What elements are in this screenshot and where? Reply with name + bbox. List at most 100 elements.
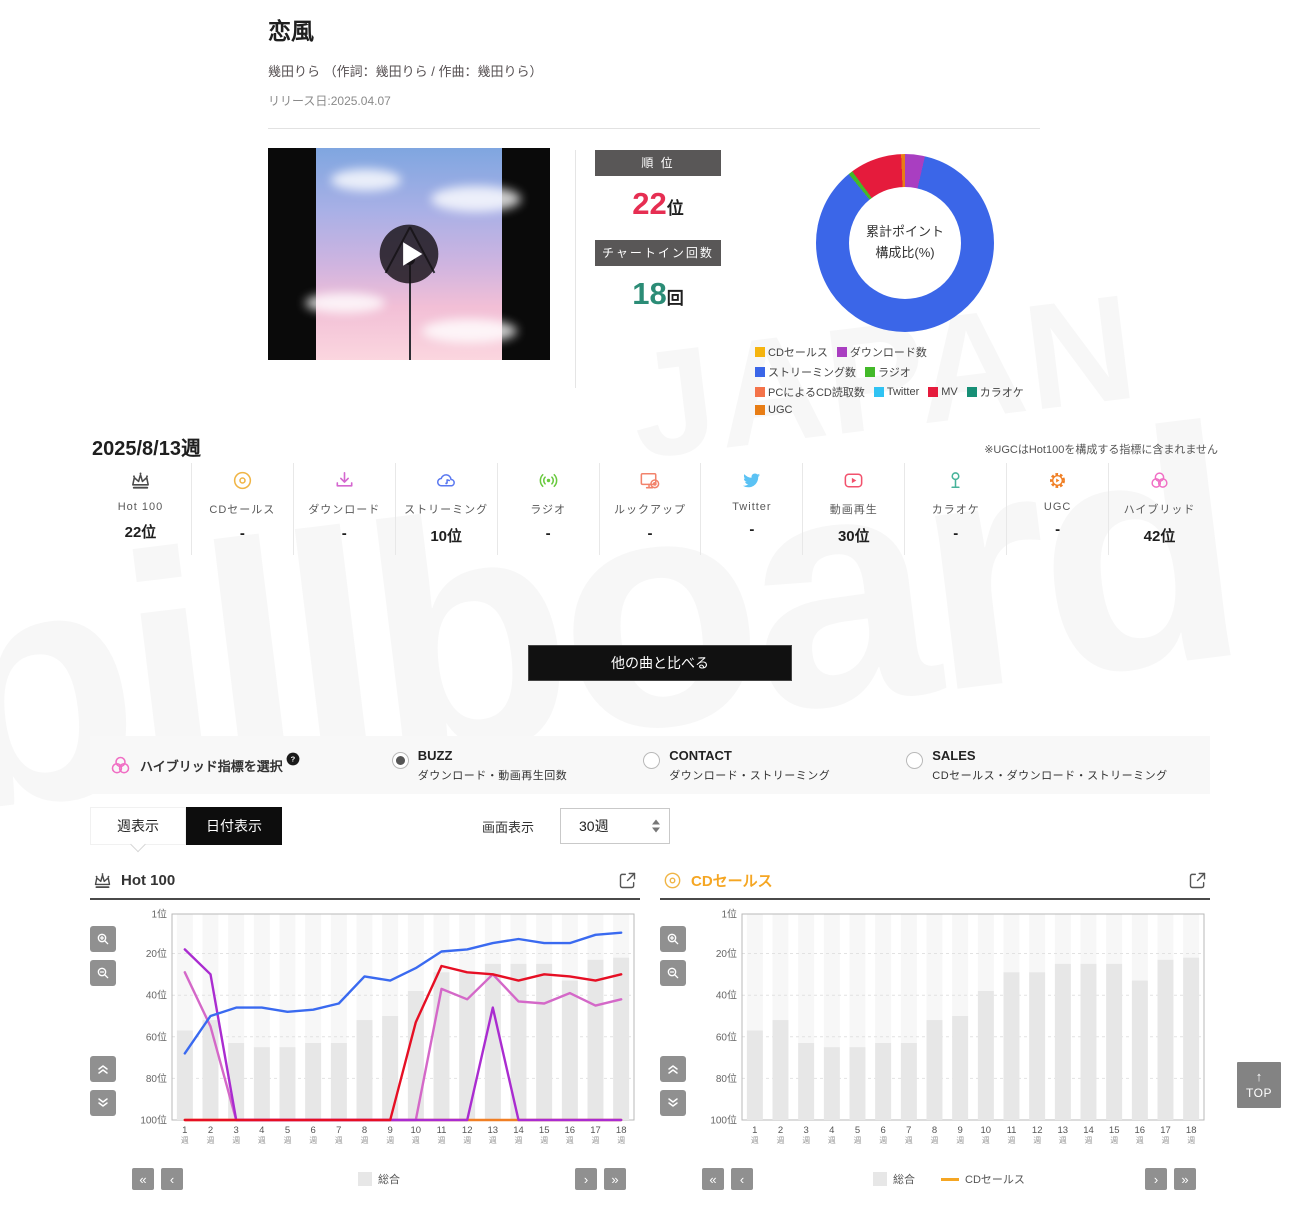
prev-page-button[interactable]: ‹: [161, 1168, 183, 1190]
chart-side-controls: [660, 904, 698, 1156]
first-page-button[interactable]: «: [132, 1168, 154, 1190]
metric-value: -: [953, 525, 959, 542]
svg-text:2週: 2週: [777, 1125, 785, 1145]
radio-button[interactable]: [643, 751, 661, 769]
zoom-in-button[interactable]: [660, 926, 686, 952]
chart-header: CDセールス: [660, 868, 1210, 900]
legend-swatch: [836, 347, 847, 357]
metric-value: 30位: [837, 528, 870, 545]
legend-label: PCによるCD読取数: [768, 387, 865, 399]
svg-text:7週: 7週: [905, 1125, 913, 1145]
legend-swatch: [865, 367, 875, 377]
thumbnail-artwork: [304, 148, 521, 360]
donut-legend-item: Twitter: [873, 384, 919, 400]
karaoke-icon: [944, 469, 967, 492]
metric-radio[interactable]: ラジオ -: [496, 463, 599, 555]
legend-line-swatch: [941, 1177, 960, 1181]
last-page-button[interactable]: »: [1174, 1168, 1196, 1190]
metric-karaoke[interactable]: カラオケ -: [904, 463, 1006, 555]
last-page-button[interactable]: »: [604, 1168, 626, 1190]
chevron-double-up-icon: [665, 1061, 681, 1077]
hybrid-option-buzz[interactable]: BUZZ ダウンロード・動画再生回数: [391, 747, 568, 783]
zoom-out-button[interactable]: [660, 960, 686, 986]
metric-download[interactable]: ダウンロード -: [292, 463, 395, 555]
hybrid-option-contact[interactable]: CONTACT ダウンロード・ストリーミング: [643, 748, 830, 783]
legend-item: 総合: [358, 1171, 400, 1187]
spinner-arrows-icon[interactable]: [652, 819, 661, 833]
option-name: BUZZ: [417, 747, 453, 763]
svg-text:60位: 60位: [716, 1030, 737, 1043]
zoom-in-button[interactable]: [90, 926, 116, 952]
svg-text:11週: 11 週: [437, 1125, 447, 1145]
play-icon[interactable]: [377, 222, 441, 286]
metrics-row: Hot 100 22位 CDセールス - ダウンロード - ストリーミング 10…: [90, 463, 1210, 555]
zoom-in-icon: [665, 931, 681, 947]
metric-label: ルックアップ: [613, 504, 686, 516]
pan-up-button[interactable]: [90, 1056, 116, 1082]
chart-header: Hot 100: [90, 868, 640, 900]
hybrid-option-sales[interactable]: SALES CDセールス・ダウンロード・ストリーミング: [906, 748, 1167, 783]
pan-down-button[interactable]: [90, 1090, 116, 1116]
expand-chart-button[interactable]: [1187, 870, 1208, 891]
legend-swatch: [755, 405, 765, 415]
expand-chart-button[interactable]: [617, 870, 638, 891]
legend-label: CDセールス: [965, 1174, 1025, 1186]
legend-swatch: [755, 367, 765, 377]
tab-week-view[interactable]: 週表示: [90, 807, 186, 845]
metric-value: -: [1055, 521, 1061, 538]
page-title: 恋風: [268, 18, 314, 44]
metric-label: ハイブリッド: [1123, 504, 1196, 516]
metric-label: 動画再生: [829, 504, 878, 516]
weeks-select[interactable]: 30週: [560, 808, 671, 844]
radio-button[interactable]: [391, 751, 409, 769]
points-donut-chart: 累計ポイント 構成比(%): [816, 154, 994, 332]
scroll-to-top-button[interactable]: ↑ TOP: [1237, 1062, 1281, 1108]
donut-legend-item: MV: [928, 384, 958, 400]
svg-text:40位: 40位: [716, 989, 737, 1002]
cd-icon: [662, 870, 683, 891]
metric-value: -: [239, 525, 245, 542]
zoom-out-button[interactable]: [90, 960, 116, 986]
next-page-button[interactable]: ›: [1145, 1168, 1167, 1190]
radio-button[interactable]: [906, 751, 924, 769]
svg-text:8週: 8週: [931, 1125, 939, 1145]
metric-hot100[interactable]: Hot 100 22位: [90, 463, 191, 555]
tab-date-view[interactable]: 日付表示: [186, 807, 282, 845]
prev-page-button[interactable]: ‹: [731, 1168, 753, 1190]
metric-cd-sales[interactable]: CDセールス -: [190, 463, 293, 555]
next-page-button[interactable]: ›: [575, 1168, 597, 1190]
zoom-in-icon: [95, 931, 111, 947]
legend-label: MV: [941, 386, 958, 398]
metric-lookup[interactable]: ルックアップ -: [598, 463, 701, 555]
svg-text:5週: 5週: [284, 1125, 292, 1145]
svg-text:16週: 16 週: [1135, 1125, 1146, 1145]
svg-text:9週: 9週: [956, 1125, 964, 1145]
compare-songs-button[interactable]: 他の曲と比べる: [528, 645, 792, 681]
legend-label: ラジオ: [878, 367, 911, 379]
metric-video[interactable]: 動画再生 30位: [802, 463, 904, 555]
help-icon[interactable]: ?: [286, 752, 300, 766]
first-page-button[interactable]: «: [702, 1168, 724, 1190]
chart-panel-cd-sales: CDセールス 1位 20位 40位 60位 80位 100位 1 週 2 週 3 週 4 週 5 週 6 週 7 週 8…: [660, 868, 1210, 1190]
svg-text:7週: 7週: [335, 1125, 343, 1145]
metric-value: 10位: [430, 528, 463, 545]
metric-value: 42位: [1143, 528, 1176, 545]
chart-footer: « ‹ 総合 › »: [90, 1168, 640, 1190]
metric-value: 22位: [124, 524, 157, 541]
radio-icon: [537, 469, 560, 492]
metric-ugc[interactable]: UGC -: [1006, 463, 1108, 555]
svg-text:80位: 80位: [146, 1072, 167, 1085]
svg-text:40位: 40位: [146, 989, 167, 1002]
metric-streaming[interactable]: ストリーミング 10位: [394, 463, 497, 555]
svg-text:20位: 20位: [716, 947, 737, 960]
cd-icon: [231, 469, 254, 492]
metric-twitter[interactable]: Twitter -: [700, 463, 802, 555]
pan-up-button[interactable]: [660, 1056, 686, 1082]
pan-down-button[interactable]: [660, 1090, 686, 1116]
legend-bar-swatch: [873, 1172, 888, 1186]
music-video-thumbnail[interactable]: [268, 148, 550, 360]
chart-plot: 1位 20位 40位 60位 80位 100位 1 週 2 週 3 週 4 週 5 週 6 週 7 週 8 週 9 週 10 週 1…: [140, 908, 635, 1145]
divider: [575, 150, 576, 388]
metric-hybrid[interactable]: ハイブリッド 42位: [1108, 463, 1210, 555]
